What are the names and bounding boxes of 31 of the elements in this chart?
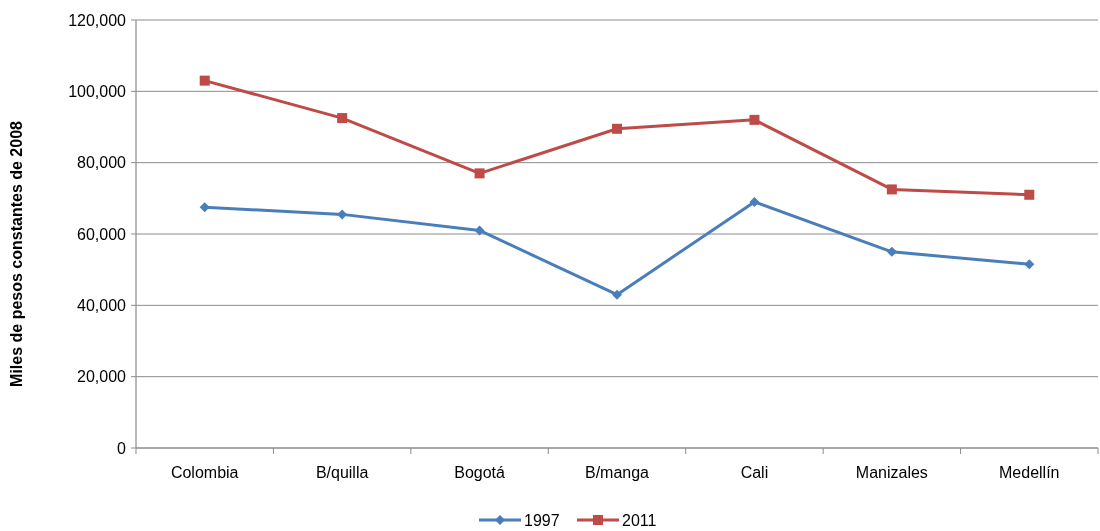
x-tick-label: B/manga (584, 464, 650, 481)
point (886, 246, 897, 257)
point (612, 289, 622, 300)
y-axis-title: Miles de pesos constantes de 2008 (8, 120, 25, 387)
legend-label: 1997 (524, 511, 560, 529)
y-tick-label: 0 (117, 439, 127, 457)
point (749, 114, 760, 125)
point (749, 196, 760, 207)
y-tick-label: 100,000 (68, 82, 127, 100)
y-tick-label: 40,000 (77, 296, 127, 314)
x-tick-label: Manizales (855, 464, 928, 481)
point (199, 75, 210, 86)
y-tick-label: 20,000 (77, 368, 127, 386)
y-tick-label: 60,000 (77, 225, 127, 243)
point (474, 168, 485, 179)
point (337, 209, 348, 220)
point (337, 113, 348, 124)
y-tick-label: 80,000 (77, 154, 127, 172)
x-tick-label: Cali (740, 464, 769, 481)
x-tick-label: Bogotá (454, 464, 506, 481)
point (886, 184, 897, 195)
point (199, 202, 210, 213)
legend-label: 2011 (622, 511, 657, 529)
x-tick-label: Medellín (999, 464, 1060, 481)
point (1024, 189, 1035, 200)
x-tick-label: Colombia (170, 464, 239, 481)
point (612, 123, 622, 134)
y-tick-label: 120,000 (68, 11, 127, 29)
x-tick-label: B/quilla (315, 464, 369, 481)
point (474, 225, 485, 236)
point (1024, 259, 1035, 270)
